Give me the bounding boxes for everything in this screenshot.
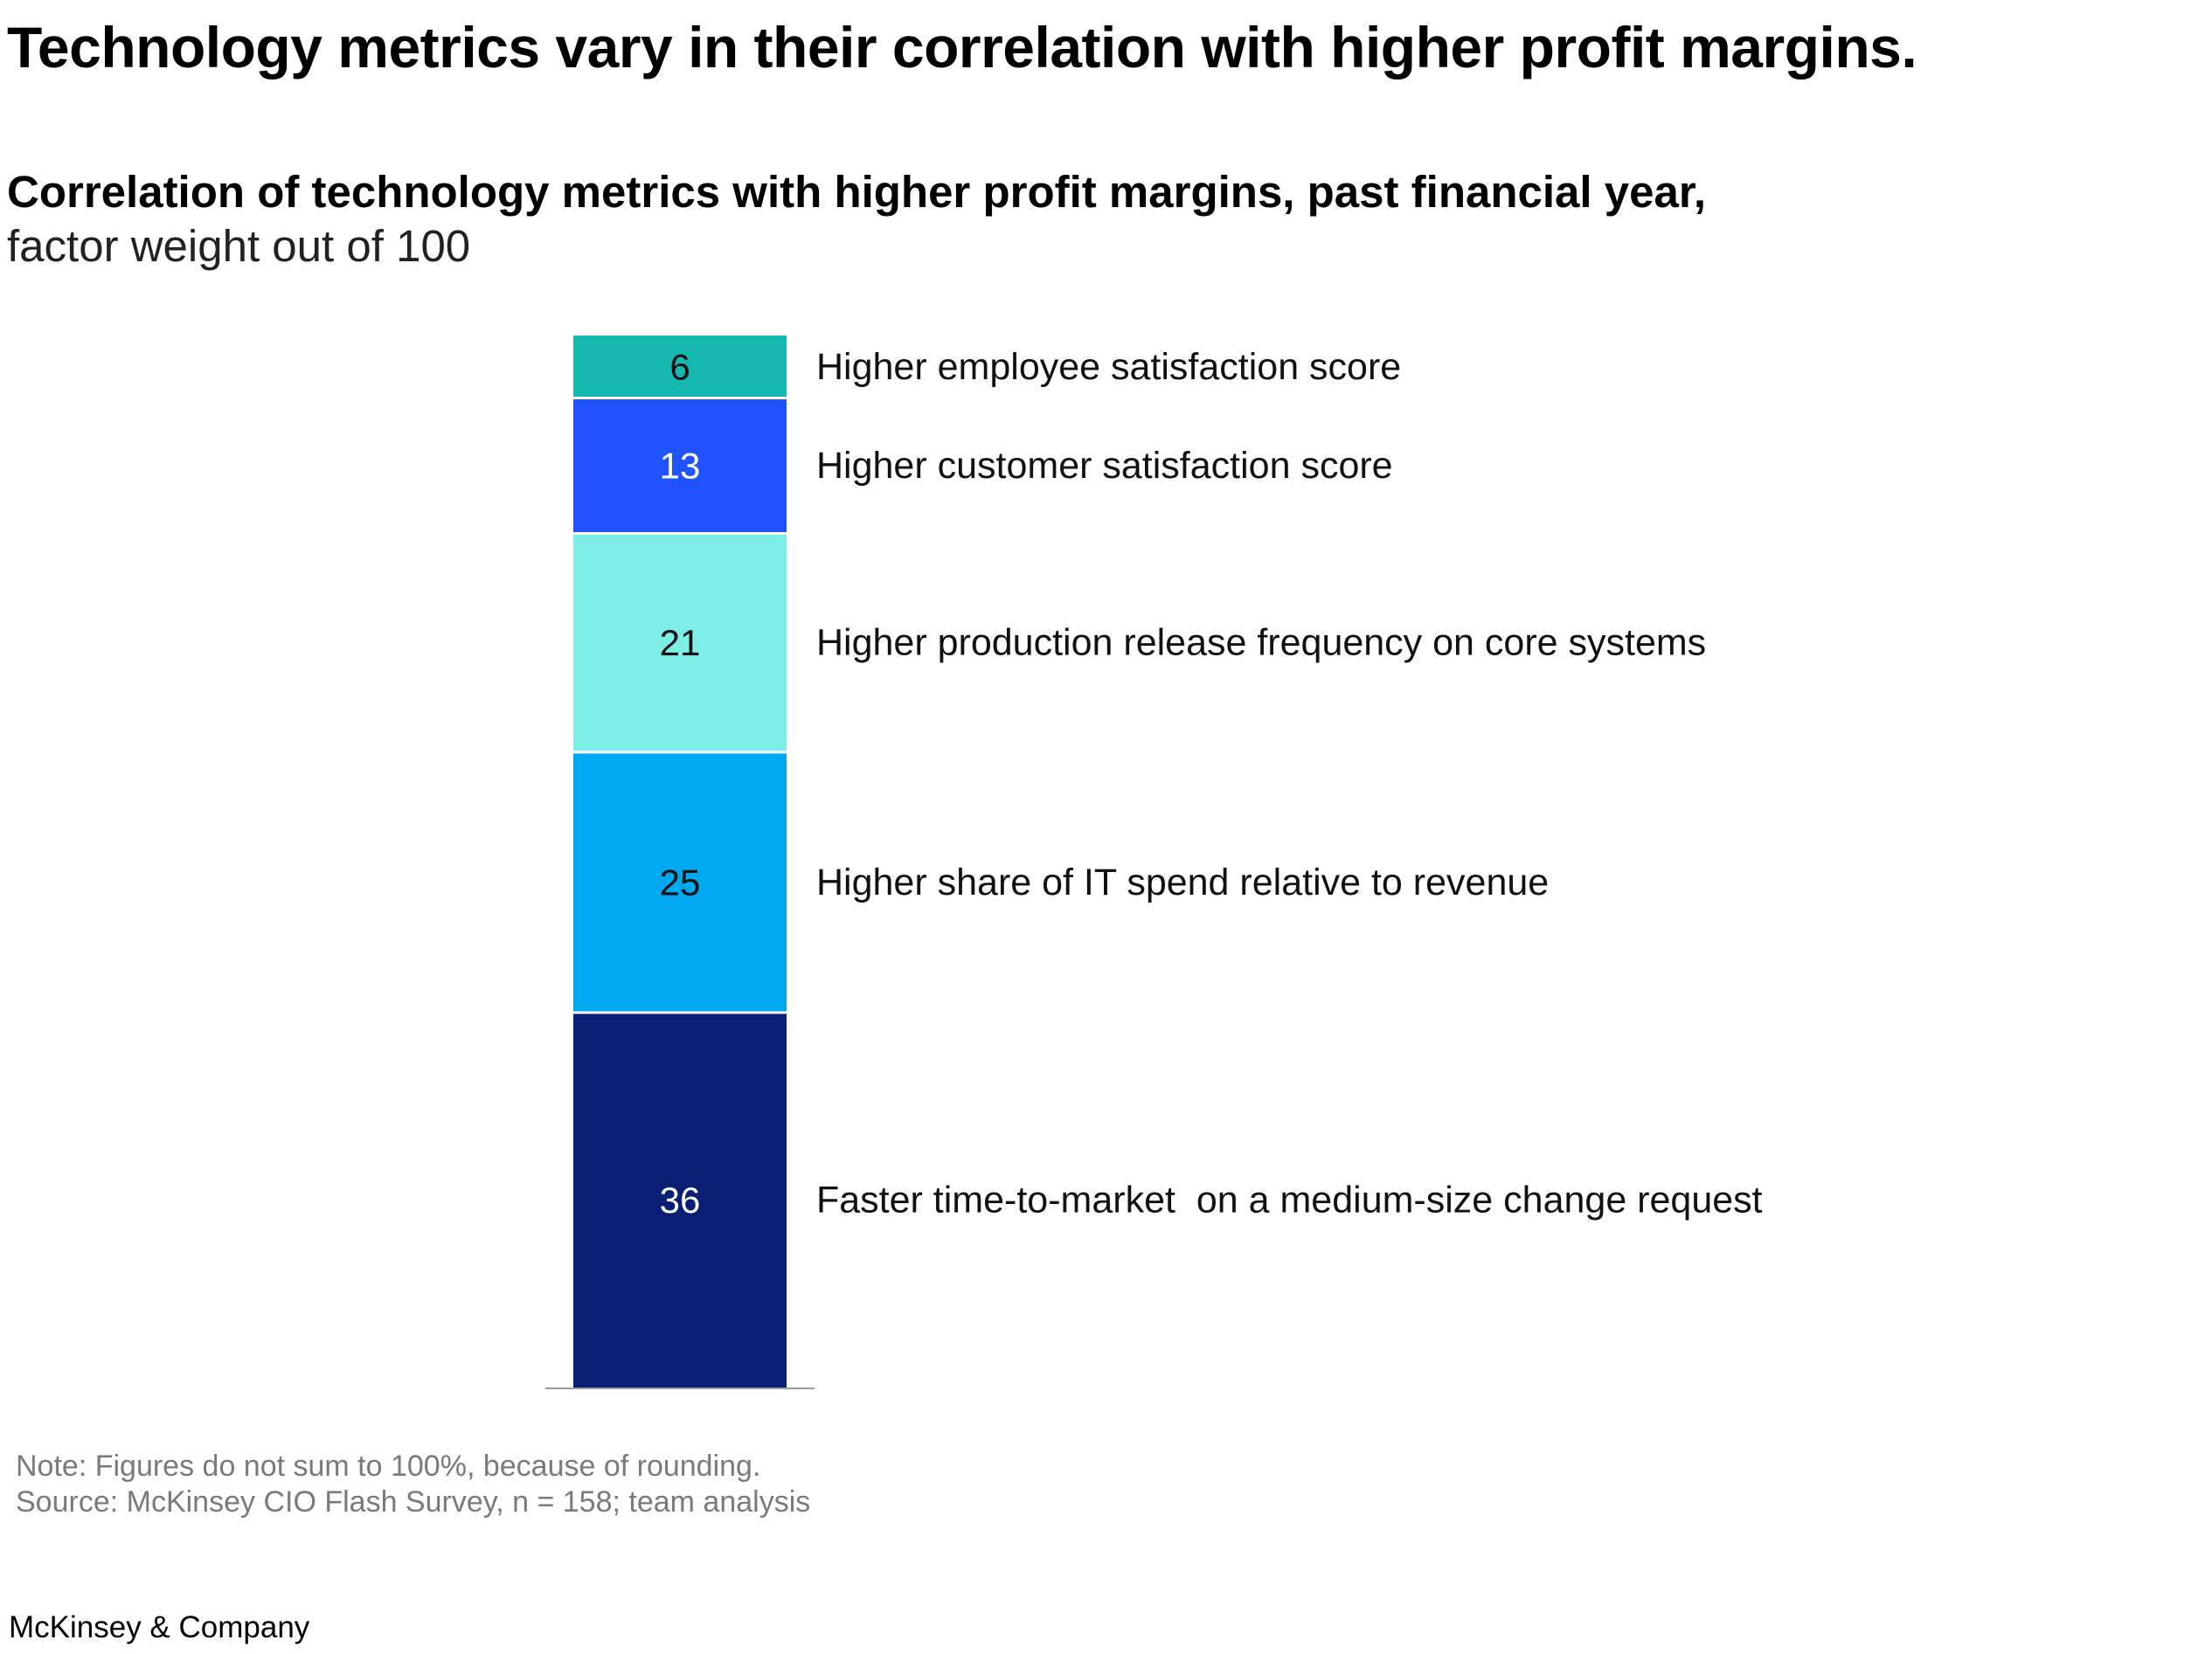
- brand-logo-text: McKinsey & Company: [9, 1610, 310, 1644]
- source-text: Source: McKinsey CIO Flash Survey, n = 1…: [16, 1485, 811, 1519]
- note-text: Note: Figures do not sum to 100%, becaus…: [16, 1450, 761, 1483]
- data-label-2: 25: [660, 862, 701, 903]
- segment-label-5: Higher employee satisfaction score: [816, 346, 1401, 388]
- bar-segment-2: [573, 751, 787, 1013]
- footnotes: Note: Figures do not sum to 100%, becaus…: [16, 1449, 810, 1520]
- bar-segment-5: [573, 336, 787, 398]
- data-label-5: 6: [669, 346, 690, 387]
- segment-label-1: Faster time-to-market on a medium-size c…: [816, 1179, 1763, 1221]
- segment-label-3: Higher production release frequency on c…: [816, 622, 1706, 664]
- headline: Technology metrics vary in their correla…: [7, 15, 1917, 80]
- bar-segment-4: [573, 398, 787, 534]
- data-label-3: 21: [660, 622, 701, 663]
- bar-segment-1: [573, 1012, 787, 1388]
- data-label-4: 13: [660, 446, 701, 487]
- segment-label-4: Higher customer satisfaction score: [816, 445, 1393, 487]
- unit-label: factor weight out of 100: [7, 221, 471, 271]
- data-label-1: 36: [660, 1180, 701, 1221]
- chart-subtitle: Correlation of technology metrics with h…: [7, 167, 1707, 217]
- segment-label-2: Higher share of IT spend relative to rev…: [816, 862, 1549, 903]
- bar-segment-3: [573, 533, 787, 752]
